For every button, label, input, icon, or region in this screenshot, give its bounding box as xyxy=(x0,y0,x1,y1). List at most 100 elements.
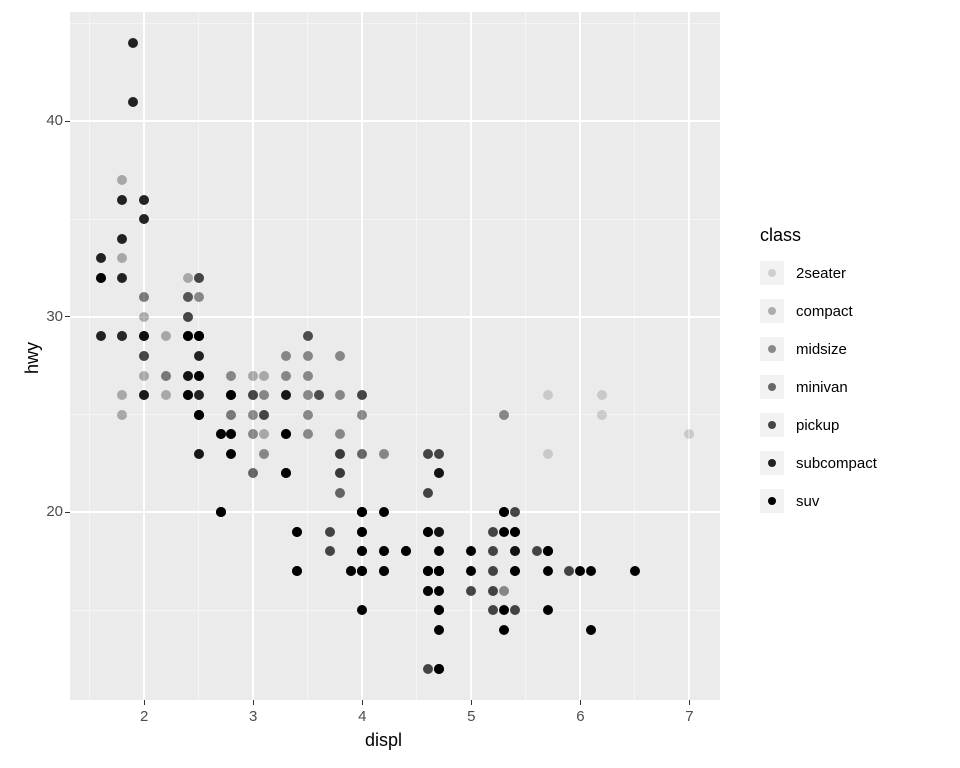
legend-title: class xyxy=(760,225,801,246)
data-point xyxy=(194,410,204,420)
x-tick xyxy=(253,700,254,705)
data-point xyxy=(303,410,313,420)
x-tick-label: 2 xyxy=(124,708,164,725)
grid-major-v xyxy=(252,12,254,700)
data-point xyxy=(499,586,509,596)
data-point xyxy=(259,449,269,459)
data-point xyxy=(434,468,444,478)
data-point xyxy=(96,253,106,263)
legend-key xyxy=(760,489,784,513)
data-point xyxy=(183,390,193,400)
data-point xyxy=(303,390,313,400)
legend-dot-icon xyxy=(768,497,776,505)
legend-dot-icon xyxy=(768,421,776,429)
data-point xyxy=(117,195,127,205)
legend-dot-icon xyxy=(768,269,776,277)
legend-item: minivan xyxy=(760,375,848,399)
x-tick xyxy=(144,700,145,705)
data-point xyxy=(281,351,291,361)
legend-key xyxy=(760,413,784,437)
data-point xyxy=(510,566,520,576)
data-point xyxy=(434,449,444,459)
legend-key xyxy=(760,451,784,475)
data-point xyxy=(161,390,171,400)
data-point xyxy=(139,312,149,322)
legend-key xyxy=(760,299,784,323)
legend-key xyxy=(760,337,784,361)
legend-item: subcompact xyxy=(760,451,877,475)
legend-label: pickup xyxy=(796,417,839,434)
data-point xyxy=(434,664,444,674)
x-tick xyxy=(689,700,690,705)
plot-panel xyxy=(70,12,720,700)
y-tick-label: 40 xyxy=(35,112,63,129)
y-tick-label: 30 xyxy=(35,308,63,325)
legend-item: compact xyxy=(760,299,853,323)
data-point xyxy=(510,605,520,615)
grid-major-v xyxy=(470,12,472,700)
data-point xyxy=(292,566,302,576)
data-point xyxy=(499,625,509,635)
y-tick-label: 20 xyxy=(35,503,63,520)
legend-label: subcompact xyxy=(796,455,877,472)
data-point xyxy=(434,566,444,576)
data-point xyxy=(488,586,498,596)
data-point xyxy=(325,527,335,537)
grid-minor-v xyxy=(416,12,417,700)
grid-major-h xyxy=(70,511,720,513)
data-point xyxy=(379,449,389,459)
data-point xyxy=(630,566,640,576)
data-point xyxy=(194,390,204,400)
legend-dot-icon xyxy=(768,345,776,353)
data-point xyxy=(139,195,149,205)
data-point xyxy=(281,371,291,381)
grid-major-v xyxy=(579,12,581,700)
data-point xyxy=(543,605,553,615)
grid-minor-h xyxy=(70,23,720,24)
grid-minor-v xyxy=(634,12,635,700)
legend-label: midsize xyxy=(796,341,847,358)
data-point xyxy=(488,527,498,537)
data-point xyxy=(586,625,596,635)
data-point xyxy=(96,273,106,283)
legend-dot-icon xyxy=(768,383,776,391)
x-tick-label: 3 xyxy=(233,708,273,725)
data-point xyxy=(292,527,302,537)
legend-item: midsize xyxy=(760,337,847,361)
legend-label: suv xyxy=(796,493,819,510)
data-point xyxy=(543,390,553,400)
data-point xyxy=(434,527,444,537)
x-tick-label: 4 xyxy=(342,708,382,725)
data-point xyxy=(357,410,367,420)
scatter-chart-figure: 234567203040 displ hwy class 2seatercomp… xyxy=(0,0,960,768)
x-tick-label: 7 xyxy=(669,708,709,725)
data-point xyxy=(303,429,313,439)
data-point xyxy=(357,449,367,459)
data-point xyxy=(303,371,313,381)
data-point xyxy=(499,410,509,420)
data-point xyxy=(96,331,106,341)
x-tick xyxy=(580,700,581,705)
data-point xyxy=(248,410,258,420)
grid-minor-h xyxy=(70,414,720,415)
data-point xyxy=(543,449,553,459)
legend-item: pickup xyxy=(760,413,839,437)
y-tick xyxy=(65,316,70,317)
data-point xyxy=(423,586,433,596)
data-point xyxy=(499,527,509,537)
data-point xyxy=(194,371,204,381)
data-point xyxy=(194,273,204,283)
grid-minor-h xyxy=(70,610,720,611)
grid-major-h xyxy=(70,316,720,318)
legend-dot-icon xyxy=(768,307,776,315)
data-point xyxy=(117,410,127,420)
data-point xyxy=(161,371,171,381)
x-tick xyxy=(362,700,363,705)
data-point xyxy=(423,664,433,674)
data-point xyxy=(423,527,433,537)
data-point xyxy=(259,410,269,420)
data-point xyxy=(434,605,444,615)
legend-key xyxy=(760,261,784,285)
data-point xyxy=(303,351,313,361)
data-point xyxy=(281,390,291,400)
